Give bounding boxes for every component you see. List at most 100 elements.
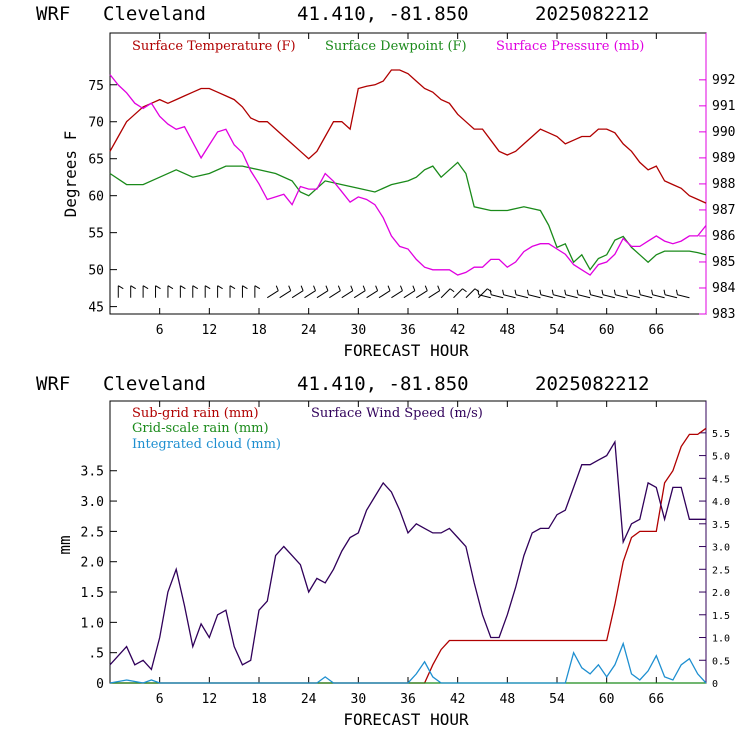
- y2-tick-label: 987: [712, 203, 735, 218]
- wind-barb: [589, 289, 603, 299]
- y2-tick-label: 1.0: [712, 634, 730, 645]
- y-tick-label: 3.0: [81, 495, 104, 510]
- wind-barb: [229, 285, 236, 298]
- x-tick-label: 6: [156, 692, 164, 707]
- y2-tick-label: 991: [712, 99, 735, 114]
- y2-tick-label: 983: [712, 307, 735, 322]
- y2-tick-label: 4.5: [712, 474, 730, 485]
- x-tick-label: 60: [599, 323, 615, 338]
- y-tick-label: 65: [88, 153, 104, 168]
- wind-barb: [142, 285, 149, 298]
- wind-barb: [551, 289, 566, 299]
- x-tick-label: 54: [549, 323, 565, 338]
- legend-surface-temperature: Surface Temperature (F): [132, 39, 296, 54]
- y2-tick-label: 4.0: [712, 497, 730, 508]
- x-tick-label: 36: [400, 323, 416, 338]
- wind-barb: [675, 289, 690, 299]
- x-tick-label: 12: [202, 692, 218, 707]
- y2-tick-label: 0: [712, 679, 718, 690]
- y-tick-label: 1.0: [81, 616, 104, 631]
- y-tick-label: 70: [88, 116, 104, 131]
- legend-grid-rain: Grid-scale rain (mm): [132, 421, 269, 436]
- x-tick-label: 18: [251, 692, 267, 707]
- y2-tick-label: 985: [712, 255, 735, 270]
- series-line-surface-pressure-mb: [109, 74, 707, 276]
- top-header-location: Cleveland: [103, 3, 206, 25]
- wind-barb: [117, 285, 124, 298]
- wind-barb: [651, 289, 665, 299]
- bottom-y-axis-title: mm: [55, 535, 74, 554]
- y2-tick-label: 989: [712, 151, 735, 166]
- wind-barb: [241, 285, 248, 298]
- bottom-x-axis-title: FORECAST HOUR: [343, 710, 469, 729]
- y-tick-label: 55: [88, 227, 104, 242]
- y2-tick-label: 3.5: [712, 520, 730, 531]
- wind-barb: [279, 285, 292, 299]
- wind-barb: [416, 285, 428, 299]
- series-line-sub-grid-rain-mm: [110, 427, 707, 684]
- wind-barb: [254, 285, 261, 298]
- wind-barb: [353, 285, 366, 299]
- x-tick-label: 24: [301, 323, 317, 338]
- x-tick-label: 36: [400, 692, 416, 707]
- x-tick-label: 12: [202, 323, 218, 338]
- wind-barb: [564, 289, 578, 299]
- bottom-chart-header: WRF Cleveland 41.410, -81.850 2025082212: [36, 373, 649, 395]
- legend-surface-pressure: Surface Pressure (mb): [496, 39, 644, 54]
- top-chart-header: WRF Cleveland 41.410, -81.850 2025082212: [36, 3, 649, 25]
- y-tick-label: 2.5: [81, 525, 104, 540]
- wind-barb: [626, 289, 640, 299]
- bottom-header-location: Cleveland: [103, 373, 206, 395]
- wind-barb: [316, 285, 329, 299]
- bottom-header-run: 2025082212: [535, 373, 649, 395]
- wind-barb: [366, 285, 379, 299]
- wind-barb: [428, 285, 441, 299]
- top-plot-frame: [109, 32, 707, 315]
- y2-tick-label: 988: [712, 177, 735, 192]
- wind-barb: [576, 289, 591, 299]
- x-tick-label: 48: [500, 323, 516, 338]
- x-tick-label: 48: [500, 692, 516, 707]
- wind-barbs: [117, 285, 690, 299]
- wind-barb: [341, 285, 354, 299]
- bottom-legend: Sub-grid rain (mm) Surface Wind Speed (m…: [132, 406, 483, 452]
- x-tick-label: 42: [450, 692, 466, 707]
- top-header-coords: 41.410, -81.850: [297, 3, 469, 25]
- top-series-group: [109, 69, 707, 276]
- wind-barb: [204, 285, 211, 298]
- legend-integrated-cloud: Integrated cloud (mm): [132, 437, 281, 452]
- wind-barb: [638, 289, 653, 299]
- wind-barb: [613, 289, 628, 299]
- y-tick-label: 45: [88, 301, 104, 316]
- wind-barb: [391, 285, 403, 299]
- y2-tick-label: 5.5: [712, 429, 730, 440]
- y2-tick-label: 0.5: [712, 656, 730, 667]
- x-tick-label: 54: [549, 692, 565, 707]
- y2-tick-label: 3.0: [712, 543, 730, 554]
- wind-barb: [514, 289, 529, 299]
- x-tick-label: 66: [649, 692, 665, 707]
- wind-barb: [167, 285, 174, 298]
- x-tick-label: 30: [351, 692, 367, 707]
- wind-barb: [329, 285, 341, 299]
- legend-surface-dewpoint: Surface Dewpoint (F): [325, 39, 467, 54]
- wind-barb: [378, 285, 391, 299]
- wind-barb: [539, 289, 553, 299]
- top-header-run: 2025082212: [535, 3, 649, 25]
- y-tick-label: .5: [88, 647, 104, 662]
- series-line-surface-temperature-f: [109, 69, 707, 204]
- top-header-model: WRF: [36, 3, 70, 25]
- y2-tick-label: 990: [712, 125, 735, 140]
- wind-barb: [465, 288, 480, 299]
- wind-barb: [179, 285, 186, 298]
- wind-barb: [192, 285, 199, 298]
- x-tick-label: 24: [301, 692, 317, 707]
- wind-barb: [453, 288, 467, 299]
- series-line-surface-dewpoint-f: [109, 161, 707, 271]
- wind-barb: [601, 289, 616, 299]
- top-axis-ticks: 6 12 18 24 30 36 42 48 54 60 66 45 50 55 60 65 70 75 983 98…: [88, 33, 736, 338]
- wind-barb: [489, 289, 504, 299]
- wind-barb: [403, 285, 416, 299]
- top-legend: Surface Temperature (F) Surface Dewpoint…: [132, 39, 644, 54]
- y-tick-label: 2.0: [81, 556, 104, 571]
